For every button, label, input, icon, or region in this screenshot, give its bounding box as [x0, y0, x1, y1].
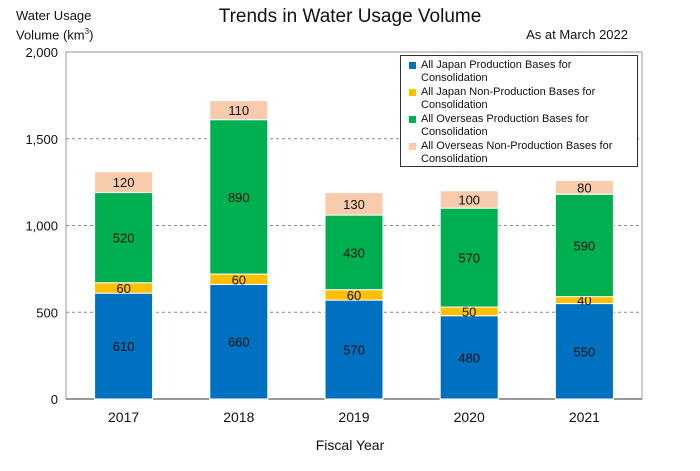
bar-segment [324, 299, 384, 400]
data-label: 610 [113, 339, 135, 354]
data-label: 590 [574, 238, 596, 253]
legend-item: All Japan Production Bases for Consolida… [407, 59, 633, 85]
legend-label: All Japan Non-Production Bases for Conso… [421, 86, 596, 111]
data-label: 110 [228, 103, 249, 118]
data-label: 520 [113, 231, 135, 246]
legend-swatch [409, 143, 416, 150]
x-axis-label: Fiscal Year [315, 437, 385, 453]
x-tick-label: 2018 [223, 409, 254, 425]
legend-item: All Overseas Non-Production Bases for Co… [407, 140, 633, 166]
y-axis-label-close: ) [89, 27, 94, 43]
data-label: 430 [343, 245, 365, 260]
legend-item: All Japan Non-Production Bases for Conso… [407, 86, 633, 112]
legend-item: All Overseas Production Bases for Consol… [407, 113, 633, 139]
legend-label: All Overseas Production Bases for Consol… [421, 113, 589, 138]
y-axis-label-line1: Water Usage [16, 8, 92, 23]
bar-segment [209, 100, 269, 121]
bar-segment [554, 193, 614, 298]
y-tick-label: 1,500 [25, 132, 58, 147]
legend-swatch [409, 62, 416, 69]
chart-legend: All Japan Production Bases for Consolida… [400, 55, 638, 167]
y-axis-label-text: Volume (km [16, 27, 85, 43]
legend-swatch [409, 116, 416, 123]
data-label: 130 [343, 197, 365, 212]
data-label: 570 [458, 251, 480, 266]
y-axis-label-line2: Volume (km3) [16, 27, 93, 42]
bar-segment [554, 179, 614, 195]
bar-segment [209, 283, 269, 400]
bar-segment [554, 303, 614, 400]
as-of-date: As at March 2022 [526, 27, 628, 42]
data-label: 570 [343, 343, 365, 358]
legend-label: All Japan Production Bases for Consolida… [421, 59, 572, 84]
bar-segment [439, 207, 499, 308]
data-label: 100 [458, 192, 480, 207]
data-label: 50 [462, 304, 476, 319]
bar-segment [439, 190, 499, 209]
x-tick-label: 2017 [108, 409, 139, 425]
y-tick-label: 500 [36, 305, 58, 320]
bar-segment [94, 171, 154, 194]
data-label: 660 [228, 335, 250, 350]
y-tick-label: 0 [51, 392, 58, 407]
data-label: 60 [116, 281, 130, 296]
y-axis-label-superscript: 3 [84, 27, 90, 36]
bar-segment [324, 214, 384, 291]
chart-title: Trends in Water Usage Volume [218, 6, 482, 27]
y-tick-label: 2,000 [25, 45, 58, 60]
bar-segment [324, 192, 384, 216]
data-label: 550 [574, 344, 596, 359]
data-label: 890 [228, 190, 250, 205]
x-tick-label: 2020 [454, 409, 485, 425]
bar-segment [94, 192, 154, 284]
data-label: 60 [232, 272, 246, 287]
bar-segment [209, 119, 269, 275]
bar-segment [439, 315, 499, 400]
data-label: 60 [347, 288, 361, 303]
y-tick-label: 1,000 [25, 219, 58, 234]
data-label: 120 [113, 175, 135, 190]
legend-label: All Overseas Non-Production Bases for Co… [421, 140, 613, 165]
data-label: 480 [458, 350, 480, 365]
x-tick-label: 2021 [569, 409, 600, 425]
x-tick-label: 2019 [338, 409, 369, 425]
data-label: 80 [577, 180, 591, 195]
legend-swatch [409, 89, 416, 96]
